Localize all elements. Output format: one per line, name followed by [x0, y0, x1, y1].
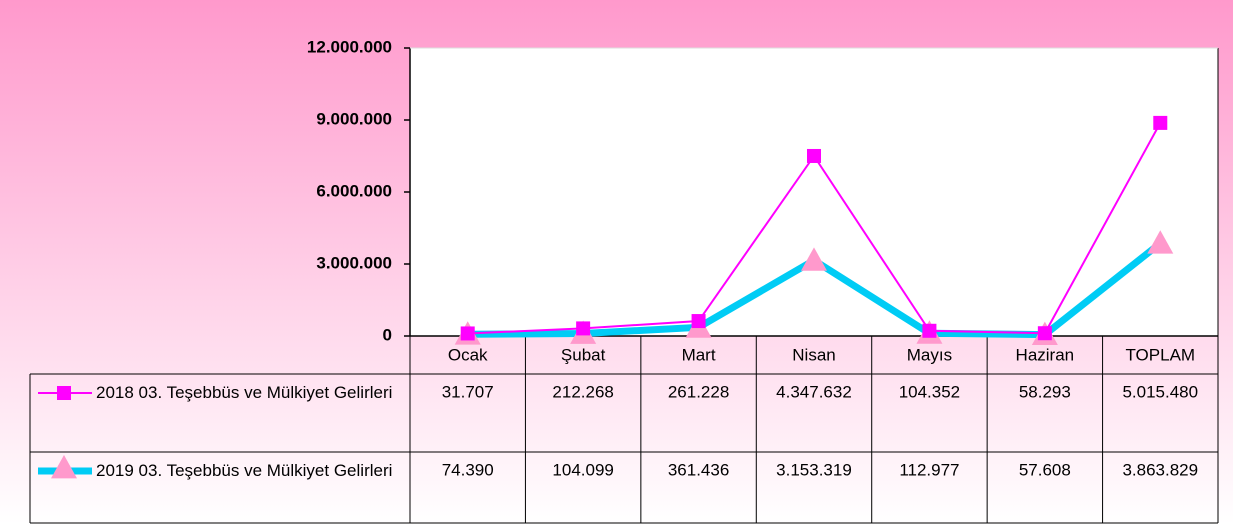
data-label: 361.436 — [668, 460, 729, 479]
data-label: 5.015.480 — [1122, 382, 1198, 401]
legend-marker — [57, 386, 71, 400]
x-tick-label: Nisan — [792, 345, 835, 364]
x-tick-label: Mart — [682, 345, 716, 364]
legend-label: 2019 03. Teşebbüs ve Mülkiyet Gelirleri — [96, 461, 393, 480]
marker — [922, 323, 937, 338]
data-label: 4.347.632 — [776, 382, 852, 401]
x-tick-label: Mayıs — [907, 345, 952, 364]
data-label: 104.099 — [552, 460, 613, 479]
legend-item: 2019 03. Teşebbüs ve Mülkiyet Gelirleri — [96, 461, 393, 480]
marker — [460, 326, 475, 341]
y-tick-label: 0 — [383, 325, 392, 344]
data-label: 261.228 — [668, 382, 729, 401]
legend-label: 2018 03. Teşebbüs ve Mülkiyet Gelirleri — [96, 383, 393, 402]
y-tick-label: 9.000.000 — [316, 109, 392, 128]
marker — [691, 314, 706, 329]
marker — [807, 148, 821, 163]
legend-item: 2018 03. Teşebbüs ve Mülkiyet Gelirleri — [96, 383, 393, 402]
data-label: 31.707 — [442, 382, 494, 401]
marker — [576, 321, 591, 336]
data-label: 112.977 — [899, 460, 959, 479]
data-label: 58.293 — [1019, 382, 1071, 401]
x-tick-label: Şubat — [561, 345, 606, 364]
y-tick-label: 6.000.000 — [316, 181, 392, 200]
data-label: 74.390 — [442, 460, 494, 479]
data-label: 3.153.319 — [776, 460, 852, 479]
marker — [1147, 230, 1174, 254]
marker — [1037, 326, 1052, 341]
x-tick-label: Ocak — [448, 345, 488, 364]
x-tick-label: TOPLAM — [1125, 345, 1195, 364]
data-label: 212.268 — [552, 382, 613, 401]
y-tick-label: 12.000.000 — [307, 37, 392, 56]
marker — [1153, 115, 1168, 130]
marker — [801, 247, 827, 271]
y-tick-label: 3.000.000 — [316, 253, 392, 272]
legend-marker — [51, 455, 77, 479]
data-label: 104.352 — [899, 382, 960, 401]
data-label: 57.608 — [1019, 460, 1071, 479]
x-tick-label: Haziran — [1016, 345, 1075, 364]
data-label: 3.863.829 — [1122, 460, 1198, 479]
plot-area — [410, 48, 1218, 336]
